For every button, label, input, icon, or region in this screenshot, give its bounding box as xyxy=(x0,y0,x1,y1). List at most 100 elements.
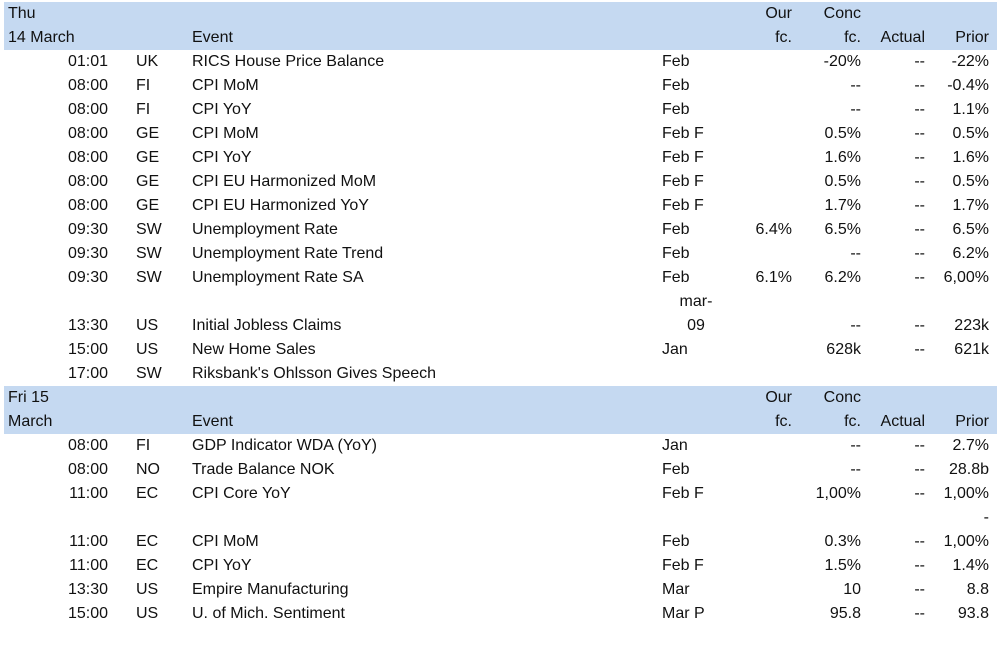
cell-prior: 1.4% xyxy=(952,557,989,574)
cell-period: Mar xyxy=(662,581,690,598)
day-label-line1: Thu xyxy=(8,5,36,22)
cell-conc-fc: -- xyxy=(850,77,861,94)
cell-country: GE xyxy=(136,125,160,142)
cell-period-line2: 09 xyxy=(687,317,705,334)
cell-prior: 2.7% xyxy=(952,437,989,454)
day-rows-thu: 01:01 UK RICS House Price Balance Feb -2… xyxy=(4,50,997,386)
table-row: 11:00 EC CPI YoY Feb F 1.5% -- 1.4% xyxy=(4,554,997,578)
cell-conc-fc: 10 xyxy=(843,581,861,598)
cell-actual: -- xyxy=(914,245,925,262)
cell-event: CPI EU Harmonized YoY xyxy=(192,197,369,214)
cell-prior: 6.5% xyxy=(952,221,989,238)
cell-conc-fc: -- xyxy=(850,461,861,478)
cell-country: FI xyxy=(136,101,151,118)
cell-period: Feb F xyxy=(662,197,704,214)
cell-period: Feb xyxy=(662,269,690,286)
cell-actual: -- xyxy=(914,101,925,118)
cell-conc-fc: 1,00% xyxy=(815,485,861,502)
cell-conc-fc: 6.5% xyxy=(824,221,861,238)
col-header-our-l1: Our xyxy=(765,5,792,22)
cell-actual: -- xyxy=(914,149,925,166)
cell-prior: 1,00% xyxy=(943,485,989,502)
cell-conc-fc: 1.6% xyxy=(824,149,861,166)
cell-time: 08:00 xyxy=(67,437,108,454)
cell-event: GDP Indicator WDA (YoY) xyxy=(192,437,377,454)
cell-time: 11:00 xyxy=(69,557,108,574)
table-row: 11:00 EC CPI MoM Feb 0.3% -- - 1,00% xyxy=(4,506,997,554)
table-row: 09:30 SW Unemployment Rate Feb 6.4% 6.5%… xyxy=(4,218,997,242)
table-row: 08:00 FI CPI YoY Feb -- -- 1.1% xyxy=(4,98,997,122)
table-row: 09:30 SW Unemployment Rate SA Feb 6.1% 6… xyxy=(4,266,997,290)
cell-country: EC xyxy=(136,485,159,502)
cell-event: Unemployment Rate SA xyxy=(192,269,364,286)
cell-time: 17:00 xyxy=(67,365,108,382)
cell-actual: -- xyxy=(914,437,925,454)
cell-prior: 8.8 xyxy=(966,581,989,598)
col-header-actual: Actual xyxy=(880,29,925,46)
col-header-event: Event xyxy=(192,29,233,46)
cell-country: SW xyxy=(136,365,162,382)
cell-country: US xyxy=(136,317,159,334)
cell-prior: 1.1% xyxy=(952,101,989,118)
cell-time: 13:30 xyxy=(67,581,108,598)
cell-period-line1: mar- xyxy=(679,293,713,310)
cell-country: UK xyxy=(136,53,159,70)
col-header-conc-l2: fc. xyxy=(844,413,861,430)
cell-country: NO xyxy=(136,461,160,478)
cell-prior: 0.5% xyxy=(952,173,989,190)
cell-conc-fc: 0.5% xyxy=(824,173,861,190)
cell-period: Feb F xyxy=(662,485,704,502)
cell-time: 11:00 xyxy=(69,533,108,550)
table-row: 13:30 US Initial Jobless Claims mar- 09 … xyxy=(4,290,997,338)
cell-country: SW xyxy=(136,245,162,262)
cell-actual: -- xyxy=(914,221,925,238)
cell-event: CPI YoY xyxy=(192,149,252,166)
cell-prior: 1.7% xyxy=(952,197,989,214)
cell-conc-fc: 95.8 xyxy=(829,605,861,622)
cell-period: Mar P xyxy=(662,605,705,622)
cell-conc-fc: 0.3% xyxy=(824,533,861,550)
cell-conc-fc: -- xyxy=(850,245,861,262)
cell-our-fc: 6.1% xyxy=(755,269,792,286)
cell-conc-fc: 0.5% xyxy=(824,125,861,142)
col-header-our-l2: fc. xyxy=(775,29,792,46)
cell-conc-fc: -20% xyxy=(823,53,861,70)
cell-period: Feb F xyxy=(662,557,704,574)
cell-period: Feb xyxy=(662,77,690,94)
cell-event: Unemployment Rate xyxy=(192,221,338,238)
cell-prior: 93.8 xyxy=(957,605,989,622)
cell-actual: -- xyxy=(914,341,925,358)
cell-event: CPI YoY xyxy=(192,557,252,574)
cell-country: US xyxy=(136,581,159,598)
cell-country: EC xyxy=(136,557,159,574)
day-header-fri: Fri 15 March Event Our fc. Conc fc. Actu… xyxy=(4,386,997,434)
cell-conc-fc: 628k xyxy=(826,341,861,358)
economic-calendar-table: Thu 14 March Event Our fc. Conc fc. Actu… xyxy=(4,2,997,626)
cell-country: US xyxy=(136,341,159,358)
cell-actual: -- xyxy=(914,197,925,214)
table-row: 08:00 GE CPI EU Harmonized YoY Feb F 1.7… xyxy=(4,194,997,218)
cell-prior: -22% xyxy=(951,53,989,70)
cell-country: SW xyxy=(136,269,162,286)
cell-time: 13:30 xyxy=(67,317,108,334)
cell-time: 15:00 xyxy=(67,605,108,622)
cell-period: Feb F xyxy=(662,125,704,142)
cell-actual: -- xyxy=(914,125,925,142)
day-rows-fri: 08:00 FI GDP Indicator WDA (YoY) Jan -- … xyxy=(4,434,997,626)
cell-prior: 223k xyxy=(954,317,989,334)
cell-prior: 28.8b xyxy=(948,461,989,478)
cell-actual: -- xyxy=(914,77,925,94)
cell-prior: -0.4% xyxy=(947,77,989,94)
col-header-prior: Prior xyxy=(955,413,989,430)
day-label-line1: Fri 15 xyxy=(8,389,49,406)
cell-time: 08:00 xyxy=(67,77,108,94)
table-row: 13:30 US Empire Manufacturing Mar 10 -- … xyxy=(4,578,997,602)
cell-period: Feb F xyxy=(662,149,704,166)
cell-time: 08:00 xyxy=(67,197,108,214)
table-row: 15:00 US New Home Sales Jan 628k -- 621k xyxy=(4,338,997,362)
col-header-actual: Actual xyxy=(880,413,925,430)
cell-event: CPI MoM xyxy=(192,77,259,94)
cell-conc-fc: -- xyxy=(850,437,861,454)
cell-country: FI xyxy=(136,77,151,94)
cell-conc-fc: -- xyxy=(850,101,861,118)
